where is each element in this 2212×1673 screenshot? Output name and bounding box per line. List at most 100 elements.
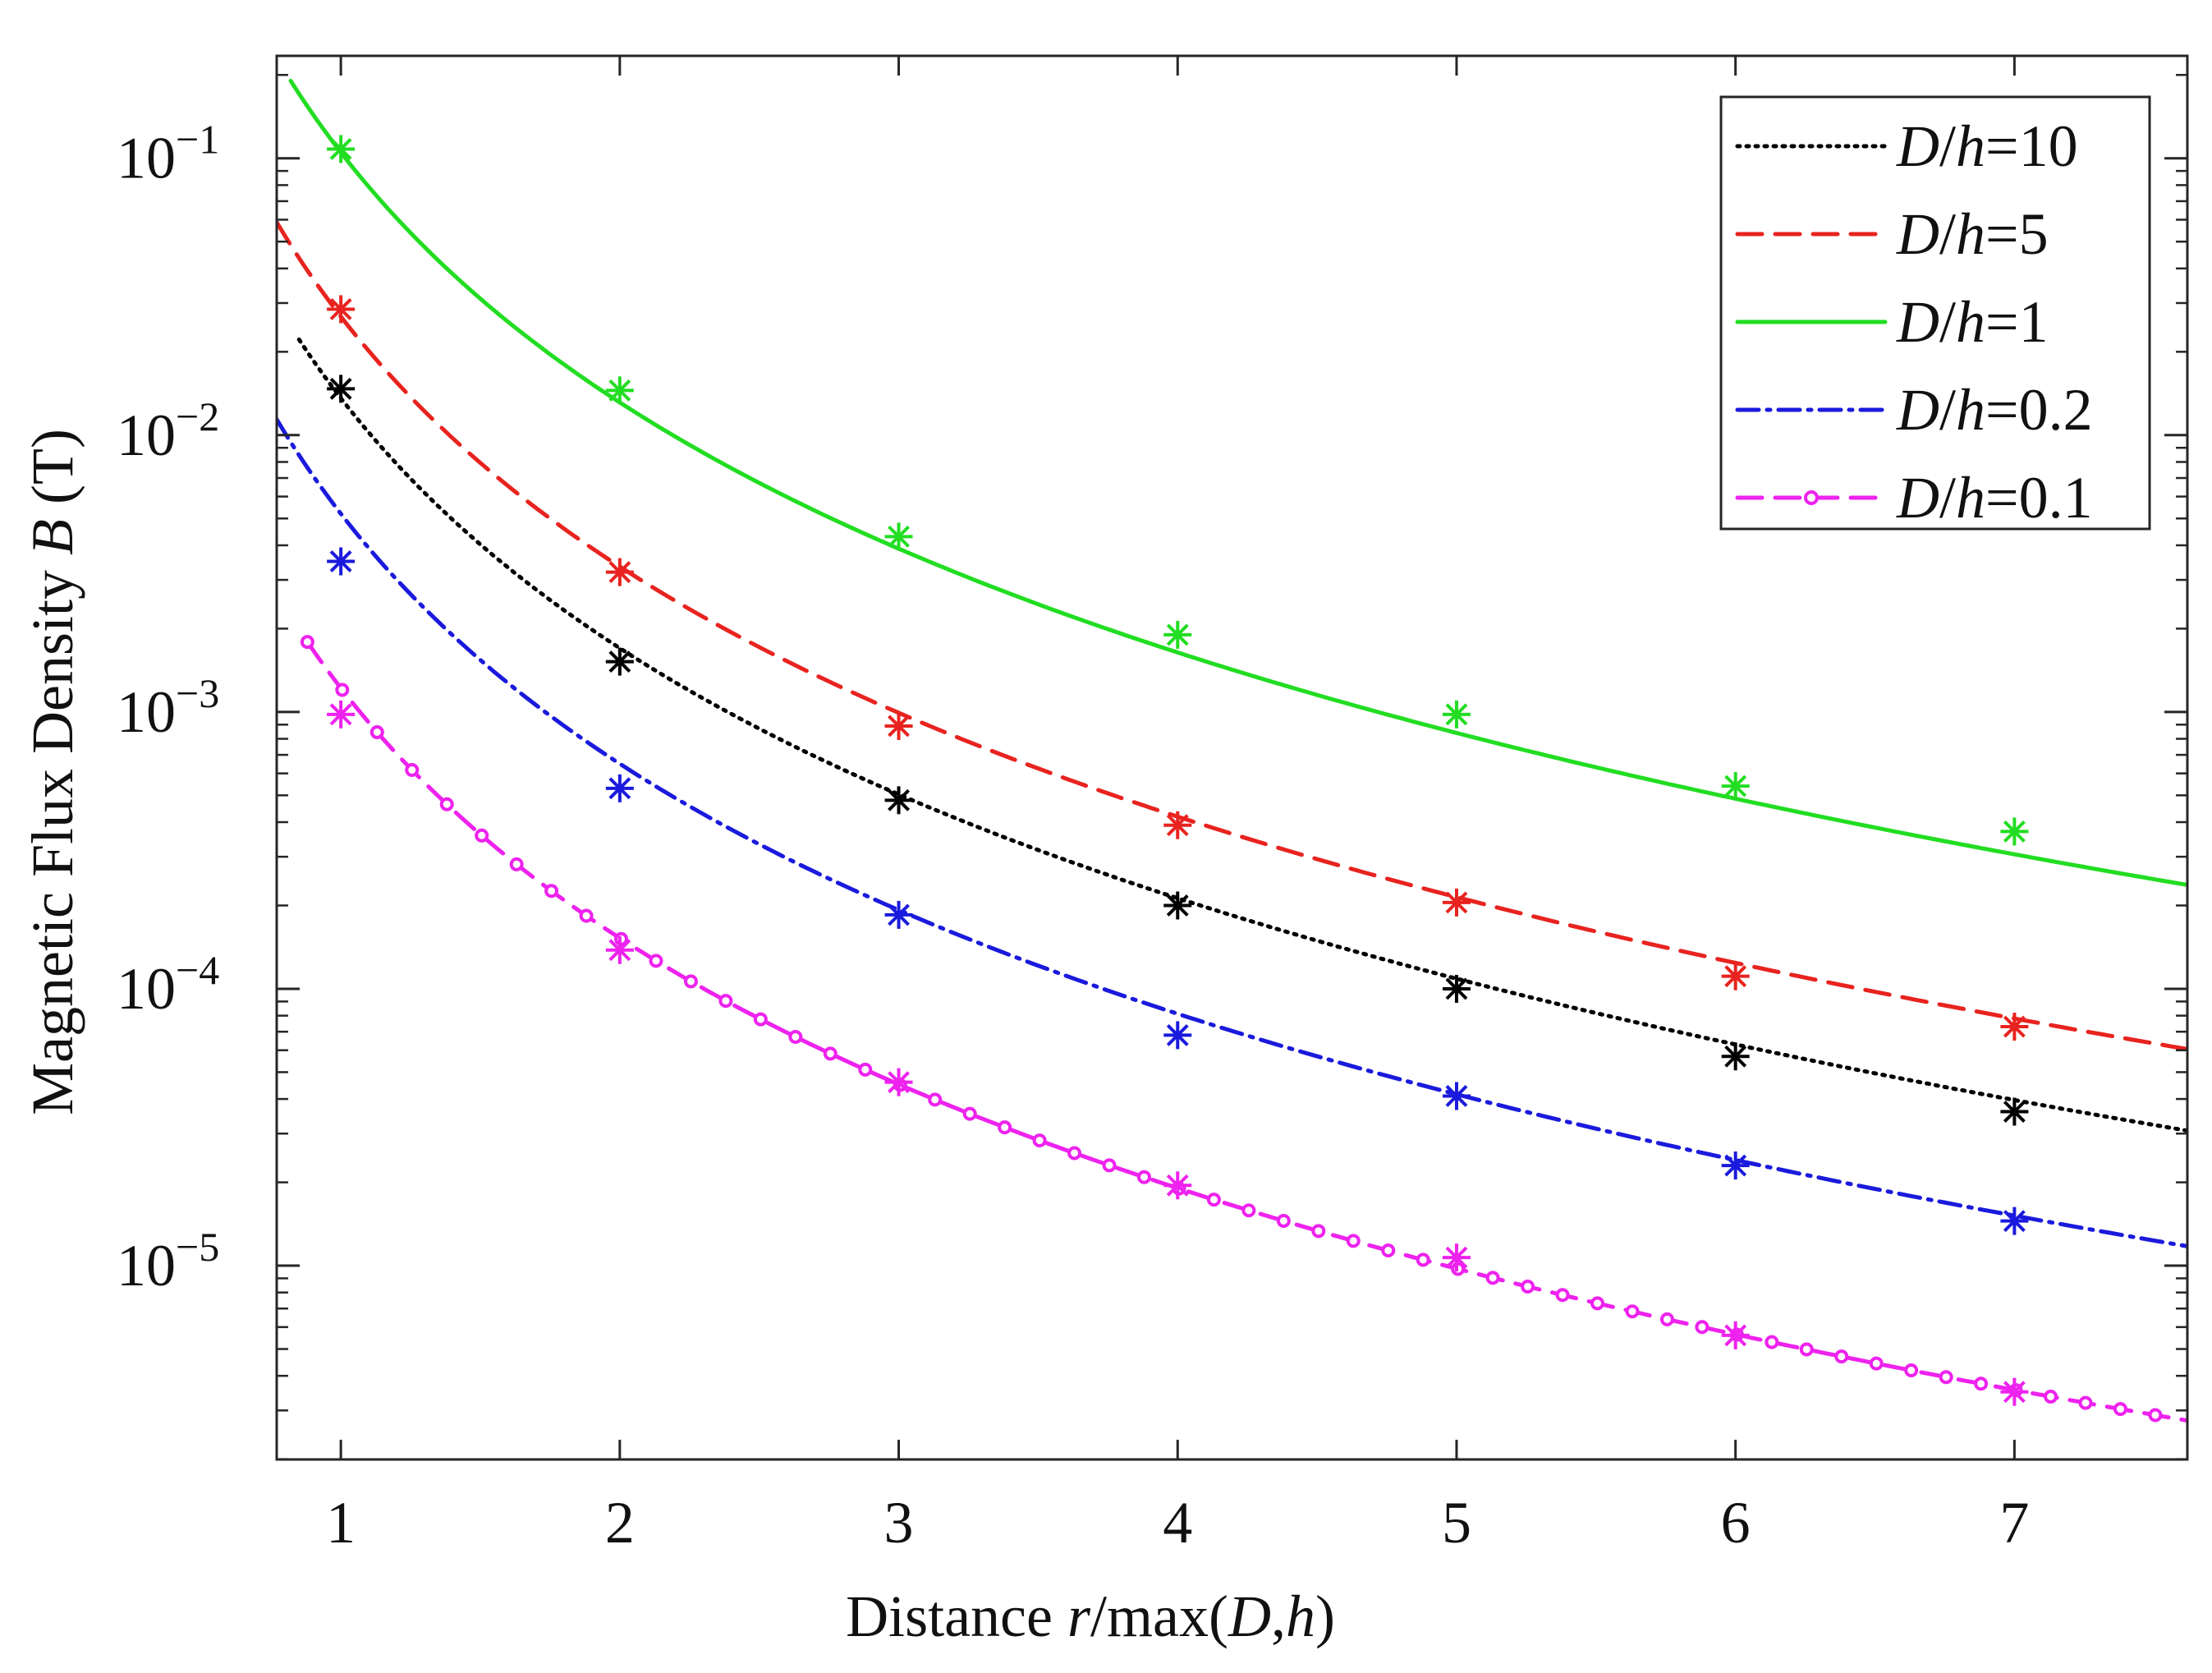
- series-circle-marker-4: [1834, 1349, 1849, 1364]
- legend-label-var2: h: [1956, 201, 1985, 267]
- asterisk-stroke: [888, 525, 910, 548]
- asterisk-stroke: [2003, 1381, 2026, 1404]
- series-circle-marker-4: [2148, 1408, 2163, 1423]
- series-circle-marker-4: [1346, 1234, 1361, 1248]
- legend-label-sep: /: [1939, 377, 1956, 443]
- asterisk-stroke: [1166, 623, 1189, 646]
- asterisk-stroke: [1445, 1085, 1468, 1107]
- asterisk-stroke: [1166, 1174, 1189, 1197]
- series-circle-marker-4: [928, 1092, 943, 1107]
- asterisk-marker-2-0: [327, 135, 356, 163]
- series-circle-marker-4: [1869, 1356, 1884, 1371]
- y-tick-base: 10: [117, 956, 176, 1022]
- series-circle-marker-4: [1032, 1133, 1047, 1148]
- y-tick-exponent: −2: [176, 393, 219, 439]
- asterisk-stroke: [1166, 814, 1189, 837]
- series-line-2: [288, 78, 2187, 887]
- legend-label-var: D: [1896, 377, 1939, 443]
- series-circle-marker-4: [2044, 1389, 2058, 1404]
- asterisk-marker-4-0: [327, 700, 356, 728]
- legend-label-var2: h: [1956, 377, 1985, 443]
- markers-layer: [327, 135, 2029, 1406]
- legend-label-var: D: [1896, 289, 1939, 355]
- asterisk-marker-4-1: [605, 935, 634, 964]
- legend-label-4: D/h=0.1: [1896, 465, 2093, 531]
- series-circle-marker-4: [579, 908, 594, 923]
- x-axis-label: Distance r/max(D,h): [846, 1583, 1335, 1649]
- y-tick-label-1: 10−2: [117, 393, 219, 468]
- y-axis-label: Magnetic Flux Density B (T): [20, 429, 85, 1115]
- series-circle-marker-4: [2078, 1395, 2093, 1410]
- legend-label-value: =0.2: [1985, 377, 2093, 443]
- series-circle-marker-4: [1206, 1193, 1221, 1207]
- series-circle-marker-4: [649, 954, 663, 968]
- legend-label-var: D: [1896, 465, 1939, 531]
- series-circle-marker-4: [1765, 1335, 1779, 1349]
- y-tick-exponent: −4: [176, 947, 219, 993]
- asterisk-marker-0-1: [605, 647, 634, 676]
- legend-label-0: D/h=10: [1896, 113, 2078, 179]
- x-tick-label-7: 7: [1999, 1490, 2029, 1556]
- legend-label-var: D: [1896, 201, 1939, 267]
- legend-item-1: D/h=5: [1735, 201, 2049, 267]
- legend-label-value: =10: [1985, 113, 2078, 179]
- y-tick-label-3: 10−4: [117, 947, 219, 1022]
- legend-label-sep: /: [1939, 201, 1956, 267]
- series-circle-marker-4: [1276, 1213, 1291, 1228]
- legend-label-1: D/h=5: [1896, 201, 2049, 267]
- asterisk-stroke: [329, 550, 352, 572]
- y-tick-label-2: 10−3: [117, 670, 219, 745]
- asterisk-marker-3-1: [605, 774, 634, 802]
- legend-box: [1719, 95, 2151, 531]
- series-line-1: [277, 220, 2187, 1051]
- legend-item-4: D/h=0.1: [1735, 465, 2093, 531]
- asterisk-marker-2-2: [884, 522, 913, 551]
- series-circle-marker-4: [962, 1106, 977, 1121]
- series-circle-marker-4: [1799, 1342, 1814, 1357]
- asterisk-marker-4-3: [1163, 1171, 1192, 1200]
- x-tick-label-3: 3: [884, 1490, 914, 1556]
- ticks-layer: [277, 56, 2187, 1460]
- asterisk-stroke: [1445, 977, 1468, 1000]
- asterisk-stroke: [2003, 1210, 2026, 1233]
- series-circle-marker-4: [2113, 1402, 2127, 1417]
- asterisk-stroke: [608, 379, 631, 402]
- y-tick-base: 10: [117, 126, 176, 191]
- y-tick-base: 10: [117, 402, 176, 468]
- y-tick-exponent: −3: [176, 670, 219, 716]
- series-circle-marker-4: [998, 1120, 1012, 1135]
- asterisk-marker-1-6: [2000, 1013, 2029, 1041]
- asterisk-marker-1-0: [327, 295, 356, 324]
- series-circle-marker-4: [1521, 1279, 1535, 1294]
- asterisk-marker-3-5: [1721, 1151, 1750, 1180]
- series-circle-marker-4: [1939, 1370, 1953, 1385]
- asterisk-stroke: [1724, 774, 1747, 797]
- series-circle-marker-4: [858, 1062, 873, 1077]
- y-tick-labels: 10−110−210−310−410−5: [117, 117, 219, 1298]
- asterisk-marker-0-3: [1163, 891, 1192, 920]
- asterisk-stroke: [1724, 1154, 1747, 1177]
- asterisk-marker-3-0: [327, 547, 356, 576]
- y-tick-base: 10: [117, 1233, 176, 1298]
- asterisk-marker-1-4: [1442, 888, 1471, 917]
- legend-label-sep: /: [1939, 465, 1956, 531]
- asterisk-marker-2-6: [2000, 817, 2029, 846]
- asterisk-stroke: [329, 138, 352, 160]
- asterisk-stroke: [329, 703, 352, 726]
- asterisk-stroke: [1724, 1045, 1747, 1068]
- series-circle-marker-4: [718, 994, 733, 1009]
- asterisk-marker-1-1: [605, 558, 634, 586]
- y-tick-label-0: 10−1: [117, 117, 219, 191]
- y-tick-exponent: −1: [176, 117, 219, 163]
- legend-label-sep: /: [1939, 113, 1956, 179]
- legend-label-var: D: [1896, 113, 1939, 179]
- asterisk-marker-0-0: [327, 375, 356, 403]
- asterisk-marker-0-5: [1721, 1042, 1750, 1071]
- asterisk-stroke: [608, 777, 631, 800]
- series-circle-marker-4: [1241, 1203, 1256, 1218]
- series-circle-marker-4: [823, 1046, 838, 1061]
- asterisk-marker-3-4: [1442, 1082, 1471, 1110]
- asterisk-marker-1-5: [1721, 962, 1750, 990]
